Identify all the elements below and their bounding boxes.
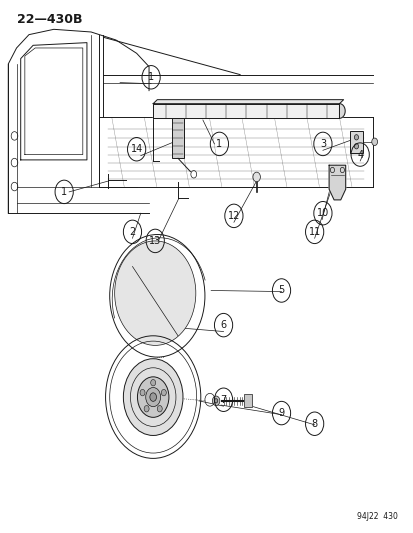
- Text: 9: 9: [278, 408, 284, 418]
- Circle shape: [137, 377, 169, 417]
- Circle shape: [214, 399, 217, 403]
- Text: 4: 4: [356, 150, 362, 159]
- Circle shape: [114, 241, 195, 345]
- Polygon shape: [153, 100, 343, 103]
- Polygon shape: [328, 165, 345, 200]
- Polygon shape: [339, 103, 344, 118]
- Text: 3: 3: [319, 139, 325, 149]
- Circle shape: [123, 359, 183, 435]
- Text: 6: 6: [220, 320, 226, 330]
- Circle shape: [140, 390, 145, 396]
- Circle shape: [212, 396, 219, 406]
- Circle shape: [157, 406, 162, 412]
- Bar: [244, 394, 251, 407]
- Text: 2: 2: [129, 227, 135, 237]
- Bar: [349, 131, 362, 153]
- Text: 5: 5: [278, 286, 284, 295]
- Circle shape: [371, 138, 377, 146]
- Text: 14: 14: [130, 144, 142, 154]
- Circle shape: [252, 172, 260, 182]
- Text: 8: 8: [311, 419, 317, 429]
- Polygon shape: [153, 103, 339, 118]
- Circle shape: [145, 387, 160, 407]
- Text: 1: 1: [216, 139, 222, 149]
- Text: 11: 11: [308, 227, 320, 237]
- Circle shape: [144, 406, 149, 412]
- Circle shape: [150, 379, 155, 386]
- Circle shape: [150, 393, 156, 401]
- Circle shape: [161, 390, 166, 396]
- Text: 13: 13: [149, 236, 161, 246]
- Text: 1: 1: [61, 187, 67, 197]
- Text: 7: 7: [220, 395, 226, 405]
- Bar: [172, 118, 183, 158]
- Text: 1: 1: [148, 72, 154, 82]
- Text: 94J22  430: 94J22 430: [356, 512, 396, 521]
- Text: 12: 12: [227, 211, 240, 221]
- Text: 22—430B: 22—430B: [17, 13, 82, 26]
- Circle shape: [354, 143, 358, 149]
- Circle shape: [354, 135, 358, 140]
- Text: 10: 10: [316, 208, 328, 218]
